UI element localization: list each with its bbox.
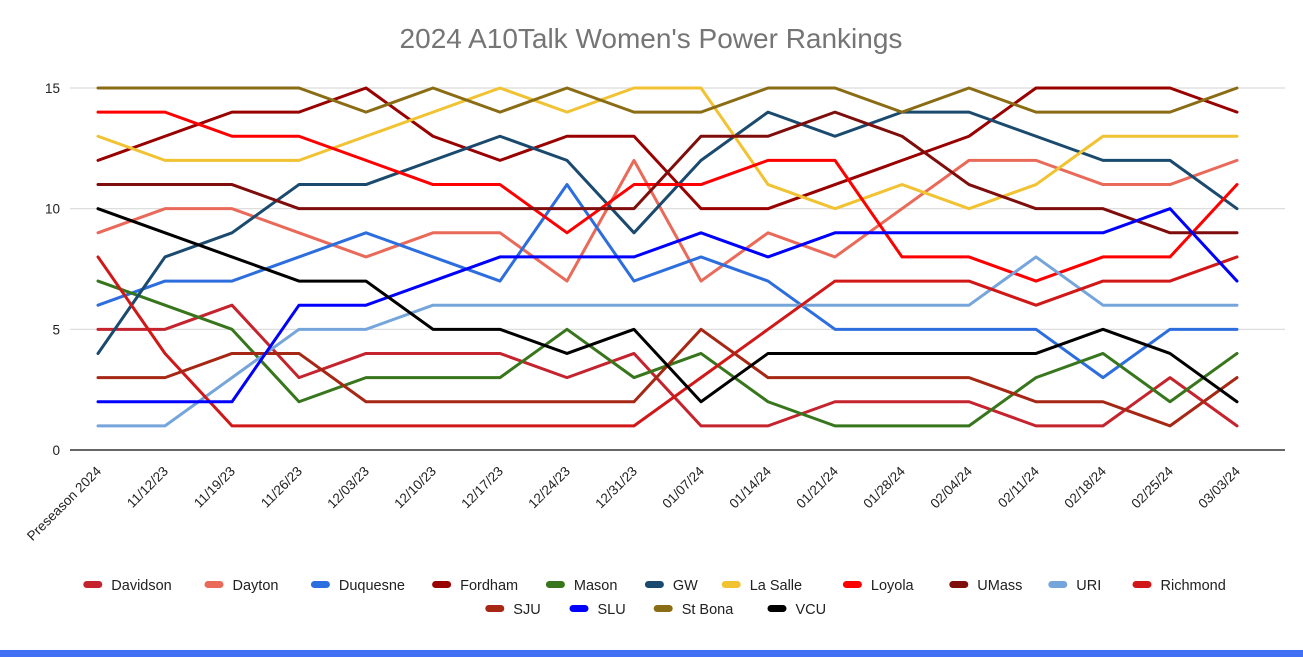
legend-swatch-mason [545, 581, 565, 588]
legend-label: SLU [598, 602, 626, 618]
series-line-davidson [96, 303, 1239, 428]
y-tick-label-10: 10 [45, 202, 60, 217]
series-line-loyola [96, 110, 1239, 283]
legend-swatch-richmond [1132, 581, 1152, 588]
x-tick-label-0: Preseason 2024 [24, 463, 104, 543]
legend-item-davidson: Davidson [83, 578, 172, 594]
series-line-dayton [96, 158, 1239, 283]
legend-item-dayton: Dayton [204, 578, 279, 594]
legend-item-loyola: Loyola [842, 578, 915, 594]
legend-swatch-davidson [83, 581, 103, 588]
x-tick-label-12: 01/28/24 [860, 463, 908, 511]
x-tick-label-9: 01/07/24 [659, 463, 707, 511]
legend-item-umass: UMass [949, 578, 1022, 594]
legend-item-fordham: Fordham [432, 578, 518, 594]
x-tick-label-6: 12/17/23 [458, 464, 506, 512]
legend-label: Richmond [1161, 578, 1226, 594]
legend-label: Fordham [460, 578, 518, 594]
legend-swatch-st-bona [653, 605, 673, 612]
series-line-richmond [96, 255, 1239, 428]
legend-swatch-loyola [842, 581, 862, 588]
y-tick-label-15: 15 [45, 81, 60, 96]
y-tick-label-5: 5 [52, 322, 60, 337]
x-tick-label-5: 12/10/23 [391, 464, 439, 512]
legend-label: La Salle [750, 578, 802, 594]
series-line-la-salle [96, 86, 1239, 211]
legend-label: GW [673, 578, 698, 594]
legend-item-slu: SLU [569, 602, 626, 618]
legend-label: VCU [796, 602, 827, 618]
x-tick-label-15: 02/18/24 [1061, 463, 1109, 511]
legend-item-vcu: VCU [767, 602, 827, 618]
series-line-duquesne [96, 183, 1239, 380]
legend-item-mason: Mason [545, 578, 618, 594]
legend-swatch-fordham [432, 581, 452, 588]
legend-swatch-dayton [204, 581, 224, 588]
series-line-umass [96, 110, 1239, 235]
legend-label: Duquesne [339, 578, 405, 594]
legend-item-uri: URI [1048, 578, 1101, 594]
legend-label: Loyola [871, 578, 915, 594]
x-tick-label-10: 01/14/24 [726, 463, 774, 511]
y-tick-label-0: 0 [52, 443, 60, 458]
x-tick-label-1: 11/12/23 [124, 464, 171, 511]
x-tick-label-7: 12/24/23 [525, 464, 573, 512]
chart-legend: Davidson Dayton Duquesne Fordham Mason GW La S… [83, 578, 1226, 618]
legend-item-richmond: Richmond [1132, 578, 1226, 594]
legend-swatch-duquesne [310, 581, 330, 588]
legend-item-la-salle: La Salle [721, 578, 802, 594]
legend-item-st-bona: St Bona [653, 602, 735, 618]
legend-swatch-uri [1048, 581, 1068, 588]
x-tick-label-11: 01/21/24 [793, 463, 841, 511]
legend-swatch-sju [485, 605, 505, 612]
x-tick-label-17: 03/03/24 [1195, 463, 1243, 511]
x-tick-label-2: 11/19/23 [191, 464, 238, 511]
legend-label: UMass [977, 578, 1022, 594]
x-tick-label-4: 12/03/23 [324, 464, 372, 512]
legend-label: St Bona [682, 602, 735, 618]
legend-swatch-la-salle [721, 581, 741, 588]
series-line-uri [96, 255, 1239, 428]
series-line-gw [96, 110, 1239, 355]
legend-swatch-gw [644, 581, 664, 588]
x-tick-label-8: 12/31/23 [592, 464, 640, 512]
x-tick-label-13: 02/04/24 [927, 463, 975, 511]
series-line-st-bona [96, 86, 1239, 114]
x-tick-label-16: 02/25/24 [1128, 463, 1176, 511]
legend-label: URI [1076, 578, 1101, 594]
x-tick-label-14: 02/11/24 [995, 463, 1042, 510]
legend-item-sju: SJU [485, 602, 541, 618]
series-line-vcu [96, 207, 1239, 404]
legend-label: Dayton [233, 578, 279, 594]
chart-title: 2024 A10Talk Women's Power Rankings [400, 23, 903, 54]
y-axis-labels: 0 5 10 15 [45, 81, 60, 458]
legend-swatch-vcu [767, 605, 787, 612]
x-axis-labels: Preseason 2024 11/12/23 11/19/23 11/26/23 12… [24, 463, 1243, 543]
legend-swatch-slu [569, 605, 589, 612]
legend-item-gw: GW [644, 578, 698, 594]
x-tick-label-3: 11/26/23 [258, 464, 305, 511]
series-line-slu [96, 207, 1239, 404]
legend-label: Mason [574, 578, 618, 594]
legend-label: Davidson [111, 578, 171, 594]
legend-swatch-umass [949, 581, 969, 588]
data-series-lines [96, 86, 1239, 428]
bottom-accent-bar [0, 650, 1303, 657]
legend-item-duquesne: Duquesne [310, 578, 405, 594]
legend-label: SJU [513, 602, 540, 618]
